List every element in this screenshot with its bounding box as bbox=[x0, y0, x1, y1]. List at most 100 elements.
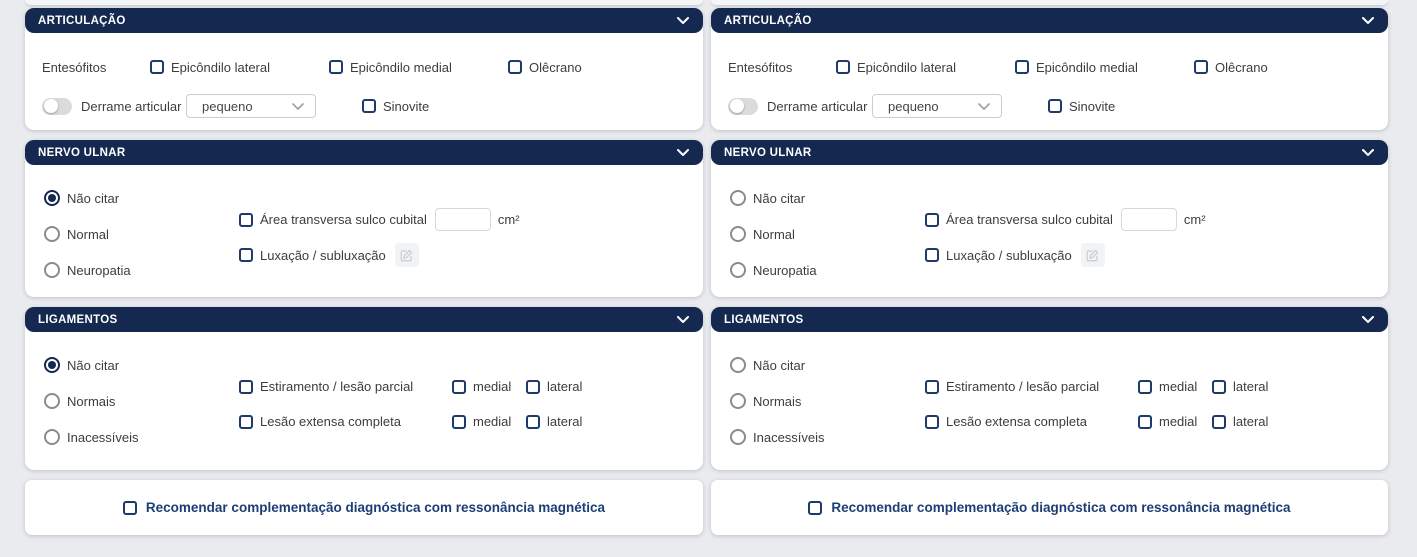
checkbox-lateral[interactable]: lateral bbox=[526, 379, 582, 394]
checkbox-epicondilo-medial[interactable]: Epicôndilo medial bbox=[1015, 60, 1194, 75]
panel-title: ARTICULAÇÃO bbox=[38, 14, 126, 27]
radio-circle[interactable] bbox=[730, 262, 746, 278]
panel-ligamentos-body: Não citar Normais Inacessíveis bbox=[25, 332, 703, 470]
checkbox-epicondilo-lateral[interactable]: Epicôndilo lateral bbox=[836, 60, 1015, 75]
radio-neuropatia[interactable]: Neuropatia bbox=[730, 262, 925, 278]
radio-nao-citar[interactable]: Não citar bbox=[44, 190, 239, 206]
checkbox-box[interactable] bbox=[808, 500, 823, 515]
panel-nervo-ulnar-body: Não citar Normal Neuropatia bbox=[711, 165, 1388, 297]
checkbox-box[interactable] bbox=[239, 248, 253, 262]
radio-circle[interactable] bbox=[44, 190, 60, 206]
checkbox-recomendar-rm[interactable]: Recomendar complementação diagnóstica co… bbox=[122, 500, 605, 515]
checkbox-lateral[interactable]: lateral bbox=[1212, 414, 1268, 429]
derrame-articular-toggle[interactable] bbox=[42, 97, 72, 115]
edit-button[interactable] bbox=[394, 243, 419, 267]
checkbox-luxacao-subluxacao[interactable]: Luxação / subluxação bbox=[925, 248, 1072, 263]
radio-nao-citar[interactable]: Não citar bbox=[44, 357, 239, 373]
area-value-input[interactable] bbox=[1120, 208, 1177, 231]
radio-inacessiveis[interactable]: Inacessíveis bbox=[730, 429, 925, 445]
checkbox-box[interactable] bbox=[452, 379, 466, 394]
panel-articulacao-header[interactable]: ARTICULAÇÃO bbox=[25, 8, 703, 33]
radio-normais[interactable]: Normais bbox=[730, 393, 925, 409]
checkbox-box[interactable] bbox=[150, 60, 164, 74]
radio-circle[interactable] bbox=[44, 226, 60, 242]
radio-normal[interactable]: Normal bbox=[730, 226, 925, 242]
checkbox-box[interactable] bbox=[925, 248, 939, 262]
checkbox-area-transversa[interactable]: Área transversa sulco cubital bbox=[239, 212, 427, 227]
checkbox-box[interactable] bbox=[1138, 379, 1152, 394]
checkbox-box[interactable] bbox=[925, 414, 939, 429]
checkbox-box[interactable] bbox=[239, 414, 253, 429]
radio-circle[interactable] bbox=[44, 429, 60, 445]
chevron-down-icon bbox=[978, 102, 990, 110]
checkbox-olecrano[interactable]: Olêcrano bbox=[508, 60, 582, 75]
checkbox-medial[interactable]: medial bbox=[452, 414, 526, 429]
checkbox-box[interactable] bbox=[925, 212, 939, 227]
checkbox-box[interactable] bbox=[1212, 379, 1226, 394]
checkbox-epicondilo-lateral[interactable]: Epicôndilo lateral bbox=[150, 60, 329, 75]
checkbox-box[interactable] bbox=[526, 379, 540, 394]
radio-normais[interactable]: Normais bbox=[44, 393, 239, 409]
report-form-page: ARTICULAÇÃO Entesófitos Epicôndilo later… bbox=[25, 0, 1388, 535]
radio-nao-citar[interactable]: Não citar bbox=[730, 190, 925, 206]
checkbox-lesao-extensa-completa[interactable]: Lesão extensa completa bbox=[925, 414, 1138, 429]
panel-nervo-ulnar-header[interactable]: NERVO ULNAR bbox=[711, 140, 1388, 165]
panel-ligamentos-header[interactable]: LIGAMENTOS bbox=[711, 307, 1388, 332]
radio-label: Inacessíveis bbox=[67, 429, 139, 445]
radio-circle[interactable] bbox=[730, 357, 746, 373]
checkbox-lesao-extensa-completa[interactable]: Lesão extensa completa bbox=[239, 414, 452, 429]
checkbox-lateral[interactable]: lateral bbox=[526, 414, 582, 429]
checkbox-box[interactable] bbox=[362, 99, 376, 113]
checkbox-box[interactable] bbox=[239, 212, 253, 227]
radio-nao-citar[interactable]: Não citar bbox=[730, 357, 925, 373]
checkbox-estiramento-lesao-parcial[interactable]: Estiramento / lesão parcial bbox=[925, 379, 1138, 394]
derrame-articular-toggle[interactable] bbox=[728, 97, 758, 115]
checkbox-box[interactable] bbox=[1212, 414, 1226, 429]
radio-circle[interactable] bbox=[730, 429, 746, 445]
radio-circle[interactable] bbox=[44, 357, 60, 373]
checkbox-sinovite[interactable]: Sinovite bbox=[1048, 99, 1115, 114]
checkbox-recomendar-rm[interactable]: Recomendar complementação diagnóstica co… bbox=[808, 500, 1291, 515]
checkbox-luxacao-subluxacao[interactable]: Luxação / subluxação bbox=[239, 248, 386, 263]
chevron-down-icon bbox=[677, 17, 689, 24]
checkbox-medial[interactable]: medial bbox=[1138, 414, 1212, 429]
panel-nervo-ulnar: NERVO ULNAR Não citar Normal Neuropati bbox=[25, 140, 703, 297]
checkbox-label: Sinovite bbox=[1069, 98, 1116, 114]
checkbox-box[interactable] bbox=[1194, 60, 1208, 74]
checkbox-box[interactable] bbox=[526, 414, 540, 429]
checkbox-box[interactable] bbox=[329, 60, 343, 74]
radio-circle[interactable] bbox=[730, 393, 746, 409]
checkbox-box[interactable] bbox=[239, 379, 253, 394]
checkbox-medial[interactable]: medial bbox=[452, 379, 526, 394]
radio-normal[interactable]: Normal bbox=[44, 226, 239, 242]
checkbox-box[interactable] bbox=[1138, 414, 1152, 429]
radio-circle[interactable] bbox=[44, 262, 60, 278]
derrame-size-select[interactable]: pequeno bbox=[872, 94, 1002, 118]
radio-neuropatia[interactable]: Neuropatia bbox=[44, 262, 239, 278]
checkbox-box[interactable] bbox=[508, 60, 522, 74]
edit-icon bbox=[400, 249, 413, 261]
checkbox-box[interactable] bbox=[452, 414, 466, 429]
checkbox-box[interactable] bbox=[1015, 60, 1029, 74]
derrame-size-select[interactable]: pequeno bbox=[186, 94, 316, 118]
checkbox-estiramento-lesao-parcial[interactable]: Estiramento / lesão parcial bbox=[239, 379, 452, 394]
checkbox-medial[interactable]: medial bbox=[1138, 379, 1212, 394]
checkbox-epicondilo-medial[interactable]: Epicôndilo medial bbox=[329, 60, 508, 75]
radio-circle[interactable] bbox=[730, 190, 746, 206]
edit-button[interactable] bbox=[1080, 243, 1105, 267]
radio-circle[interactable] bbox=[44, 393, 60, 409]
checkbox-olecrano[interactable]: Olêcrano bbox=[1194, 60, 1268, 75]
panel-ligamentos-header[interactable]: LIGAMENTOS bbox=[25, 307, 703, 332]
checkbox-box[interactable] bbox=[1048, 99, 1062, 113]
panel-articulacao-header[interactable]: ARTICULAÇÃO bbox=[711, 8, 1388, 33]
checkbox-box[interactable] bbox=[925, 379, 939, 394]
checkbox-sinovite[interactable]: Sinovite bbox=[362, 99, 429, 114]
checkbox-box[interactable] bbox=[122, 500, 137, 515]
radio-inacessiveis[interactable]: Inacessíveis bbox=[44, 429, 239, 445]
radio-circle[interactable] bbox=[730, 226, 746, 242]
checkbox-lateral[interactable]: lateral bbox=[1212, 379, 1268, 394]
area-value-input[interactable] bbox=[434, 208, 491, 231]
checkbox-box[interactable] bbox=[836, 60, 850, 74]
panel-nervo-ulnar-header[interactable]: NERVO ULNAR bbox=[25, 140, 703, 165]
checkbox-area-transversa[interactable]: Área transversa sulco cubital bbox=[925, 212, 1113, 227]
